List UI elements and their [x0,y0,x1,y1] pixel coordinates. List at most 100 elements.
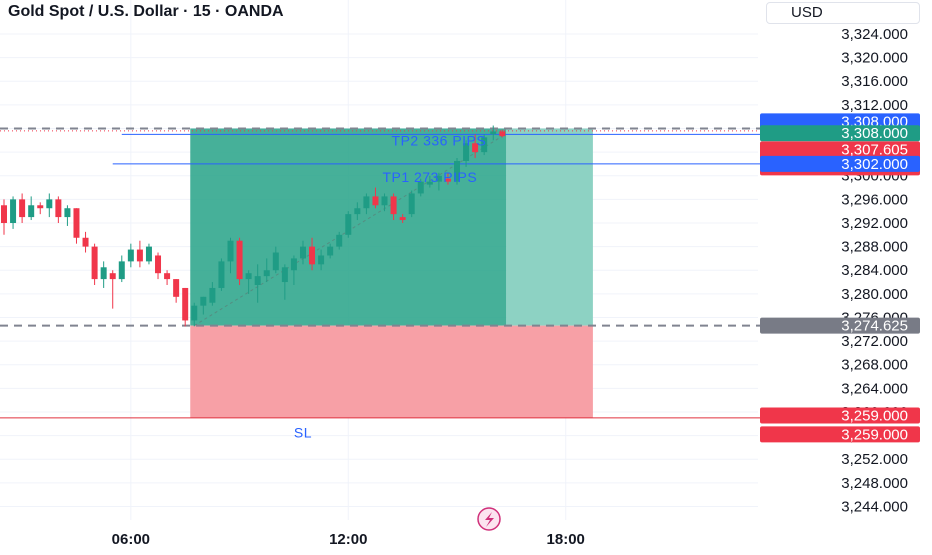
badge-sl-2-text: 3,259.000 [841,426,908,443]
badge-3302-blue-bg [760,155,920,172]
candle [272,246,279,274]
candle [200,296,207,315]
candle [372,187,379,209]
badge-sl-2: 3,259.000 [760,426,920,443]
candle [490,125,497,141]
candle [435,172,442,191]
candle-body [426,181,433,185]
badge-last-price-text: 3,307.605 [841,141,908,158]
candle-body [463,143,470,161]
candle [164,270,171,286]
candle-body [10,199,17,223]
candle-body [327,246,334,256]
badge-3302-blue: 3,302.000 [760,155,920,173]
price-tick-label: 3,272.000 [841,333,908,350]
price-tick-label: 3,280.000 [841,286,908,303]
lightning-icon[interactable] [485,512,494,527]
candle-body [309,246,316,265]
price-tick-label: 3,288.000 [841,239,908,256]
candle-body [345,214,352,235]
candle-body [109,273,116,280]
candle [381,193,388,212]
candle [173,279,180,303]
candle-body [481,137,488,153]
candle [336,231,343,250]
candle-body [263,270,270,277]
candle [499,129,506,138]
candle [481,134,488,156]
candle-body [236,240,243,280]
price-tick-label: 3,244.000 [841,498,908,515]
badge-3302-blue-text: 3,302.000 [841,156,908,173]
price-tick-label: 3,268.000 [841,357,908,374]
annotations: TP2 336 PIPS TP1 273 PIPS SL [294,132,486,440]
candle-body [245,273,252,280]
candle-body [173,279,180,297]
candle-body [191,305,198,321]
currency-label: USD [791,4,823,21]
candle [236,237,243,286]
candle-body [209,287,216,303]
candle-body [363,196,370,209]
candle-body [100,267,107,280]
candle [327,243,334,259]
candle [28,196,35,221]
candle-body [28,205,35,218]
candle [64,205,71,226]
time-tick-label: 18:00 [547,531,585,548]
candle-body [299,246,306,259]
candle-body [499,131,506,137]
position-zones [190,128,593,418]
candle [408,190,415,218]
candle [155,252,162,280]
candle [254,264,261,303]
badge-sl-1-bg [760,407,920,424]
price-badges: 3,308.0003,308.0003,307.60503:373,302.00… [760,113,920,443]
candle-body [472,143,479,153]
candle [472,134,479,159]
candle-body [37,205,44,209]
currency-selector[interactable]: USD [766,2,920,24]
candles [1,125,506,327]
candle-body [164,273,171,280]
candle-body [82,237,89,247]
candle [245,270,252,294]
loss-zone [190,325,593,418]
candle-body [145,246,152,262]
time-tick-label: 06:00 [112,531,150,548]
candle [345,211,352,238]
candle [82,231,89,253]
candle [1,199,7,235]
badge-sl-1-text: 3,259.000 [841,408,908,425]
candle-body [55,199,62,218]
badge-sl-2-bg [760,426,920,443]
badge-entry-grey-text: 3,274.625 [841,318,908,335]
candle [363,193,370,215]
candle-body [155,255,162,274]
candle [299,240,306,265]
candle [463,140,470,167]
price-tick-label: 3,264.000 [841,380,908,397]
replay-button[interactable] [477,507,501,531]
candle [19,193,26,223]
candle-body [64,208,71,218]
candle-body [127,249,134,262]
price-tick-label: 3,316.000 [841,73,908,90]
badge-entry-grey-bg [760,317,920,334]
candle-body [372,196,379,206]
symbol-title: Gold Spot / U.S. Dollar · 15 · OANDA [8,3,284,20]
candle-body [435,175,442,182]
badge-3308-green-text: 3,308.000 [841,125,908,142]
candle-body [336,234,343,247]
tp2-label: TP2 336 PIPS [392,132,487,148]
badge-entry-grey: 3,274.625 [760,317,920,335]
tp1-label: TP1 273 PIPS [382,169,477,185]
badge-sl-1: 3,259.000 [760,407,920,425]
candle [91,243,98,286]
candle [182,287,189,327]
badge-3308-green-bg [760,125,920,142]
candle [281,264,288,300]
candle-body [182,287,189,321]
